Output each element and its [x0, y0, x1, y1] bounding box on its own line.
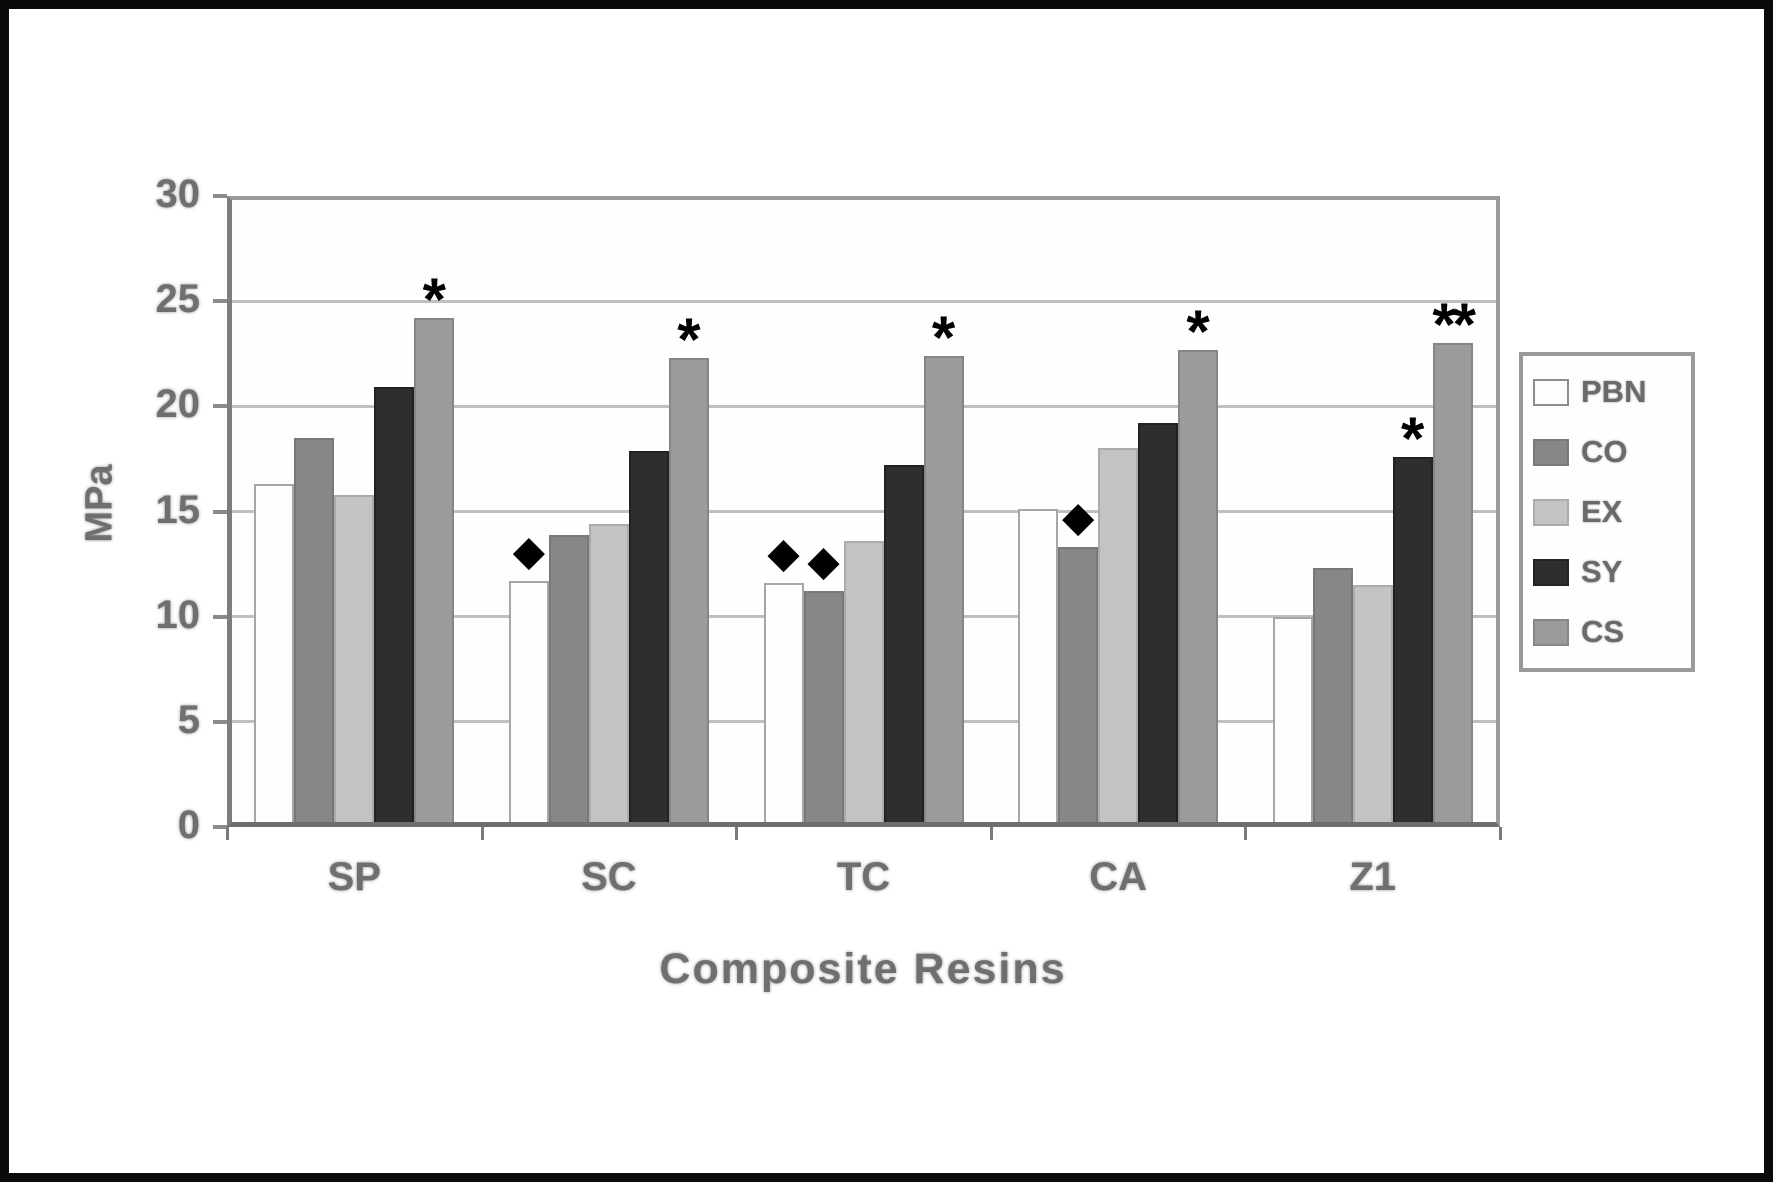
legend-label-SY: SY — [1581, 554, 1623, 589]
bar-CS-CA — [1178, 349, 1219, 827]
y-axis-tick-label: 20 — [155, 382, 201, 427]
y-axis-tick — [213, 509, 227, 514]
legend-swatch-CS — [1533, 618, 1569, 646]
diamond-mark: ◆ — [767, 529, 800, 577]
legend: PBN CO EX SY CS — [1519, 352, 1695, 672]
bar-CO-SP — [294, 437, 335, 827]
x-axis-tick — [480, 827, 484, 840]
y-axis-tick-label: 30 — [155, 172, 201, 216]
bar-CO-SC — [548, 534, 589, 827]
mark-stack-PBN-SC: ◆ — [512, 526, 546, 579]
bar-CS-TC — [923, 355, 964, 827]
bar-PBN-SP — [254, 484, 295, 827]
asterisk-mark: * — [1186, 297, 1210, 365]
x-axis-tick — [735, 827, 739, 840]
mark-stack-CS-SP: * — [422, 266, 446, 333]
bar-EX-Z1 — [1352, 585, 1393, 827]
legend-swatch-EX — [1533, 498, 1569, 526]
mark-stack-CS-Z1: ** — [1432, 291, 1476, 359]
y-axis-tick-label: 15 — [155, 487, 201, 532]
bar-SY-CA — [1138, 423, 1179, 827]
mark-stack-CO-CA: ◆ — [1061, 493, 1095, 545]
legend-label-CS: CS — [1581, 614, 1625, 649]
mark-stack-SY-Z1: * — [1401, 404, 1425, 472]
category-label-SC: SC — [581, 855, 637, 899]
legend-label-EX: EX — [1581, 494, 1623, 529]
gridline-y-20 — [227, 404, 1500, 408]
mark-stack-CO-TC: ◆ — [807, 537, 840, 589]
bar-EX-SC — [588, 524, 629, 827]
legend-entry-CO: CO — [1533, 434, 1681, 470]
legend-entry-EX: EX — [1533, 494, 1681, 530]
bar-CS-Z1 — [1432, 343, 1473, 827]
bar-PBN-CA — [1018, 509, 1059, 827]
asterisk-mark: * — [931, 303, 956, 371]
mark-stack-CS-CA: * — [1186, 297, 1210, 365]
y-axis-tick — [213, 614, 227, 619]
x-axis-tick — [1244, 827, 1248, 840]
legend-entry-PBN: PBN — [1533, 374, 1681, 410]
bar-PBN-TC — [763, 583, 804, 827]
diamond-mark: ◆ — [807, 537, 840, 585]
bar-SY-SC — [628, 450, 669, 827]
diamond-mark: ◆ — [1061, 493, 1095, 541]
legend-swatch-SY — [1533, 558, 1569, 586]
mark-stack-CS-TC: * — [931, 303, 956, 371]
x-axis-tick — [989, 827, 993, 840]
bar-CS-SC — [668, 357, 709, 827]
legend-label-CO: CO — [1581, 434, 1628, 469]
bar-CO-Z1 — [1312, 568, 1353, 827]
category-label-Z1: Z1 — [1349, 855, 1397, 899]
y-axis-tick — [213, 404, 227, 409]
bar-EX-TC — [843, 540, 884, 827]
bar-SY-TC — [883, 465, 924, 827]
category-label-SP: SP — [327, 855, 381, 899]
bar-PBN-Z1 — [1272, 616, 1313, 827]
asterisk-mark: * — [677, 305, 701, 373]
x-axis-tick — [226, 827, 229, 840]
mark-stack-PBN-TC: ◆ — [767, 529, 800, 581]
bar-CS-SP — [414, 318, 455, 827]
gridline-y-15 — [227, 510, 1500, 513]
bar-SY-Z1 — [1392, 456, 1433, 827]
gridline-y-25 — [227, 299, 1500, 303]
y-axis-tick — [213, 299, 227, 304]
legend-entry-SY: SY — [1533, 554, 1681, 590]
y-axis-tick-label: 0 — [177, 803, 200, 847]
bar-PBN-SC — [508, 580, 549, 827]
bar-EX-SP — [334, 494, 375, 827]
diamond-mark: ◆ — [512, 526, 546, 574]
y-axis-tick-label: 5 — [177, 697, 200, 742]
asterisk-mark: * — [1401, 404, 1425, 472]
y-axis-tick-label: 10 — [155, 592, 201, 637]
bar-SY-SP — [374, 387, 415, 827]
y-axis-tick — [213, 194, 227, 198]
asterisk-mark: * — [422, 266, 446, 333]
legend-label-PBN: PBN — [1581, 374, 1647, 409]
category-label-TC: TC — [836, 855, 891, 899]
y-axis-tick — [213, 719, 227, 724]
legend-swatch-PBN — [1533, 378, 1569, 406]
legend-swatch-CO — [1533, 438, 1569, 466]
bar-CO-CA — [1058, 547, 1099, 827]
y-axis-tick — [213, 825, 227, 829]
mark-stack-CS-SC: * — [677, 305, 701, 373]
x-axis-tick — [1499, 827, 1502, 840]
x-axis-title: Composite Resins — [659, 945, 1067, 993]
category-label-CA: CA — [1089, 855, 1147, 899]
bar-EX-CA — [1098, 448, 1139, 827]
y-axis-tick-label: 25 — [155, 277, 201, 322]
bar-CO-TC — [803, 591, 844, 827]
double-asterisk-mark: ** — [1432, 291, 1476, 359]
legend-entry-CS: CS — [1533, 614, 1681, 650]
plot-area: * ◆ * ◆ ◆ * ◆ * * ** — [227, 196, 1500, 827]
